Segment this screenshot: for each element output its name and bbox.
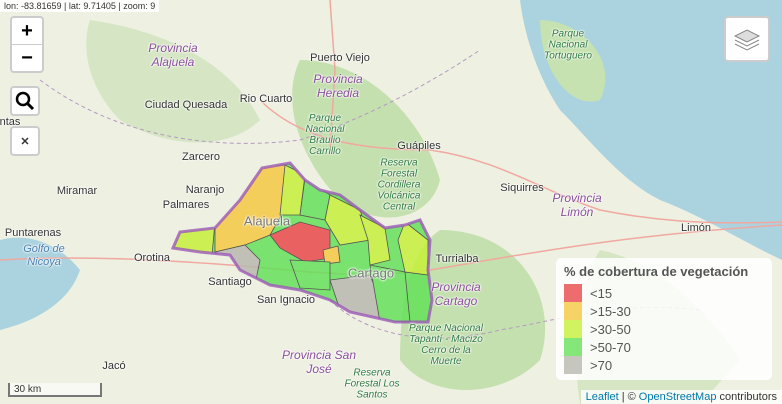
map-label: Ciudad Quesada: [144, 99, 228, 111]
map-label: Jacó: [102, 360, 126, 372]
map-label: ntas: [0, 116, 21, 128]
leaflet-link[interactable]: Leaflet: [585, 391, 619, 403]
legend-item: <15: [564, 284, 764, 302]
map-label: Turrialba: [435, 253, 479, 265]
osm-link[interactable]: OpenStreetMap: [638, 391, 717, 403]
coordinates: lon: -83.81659 | lat: 9.71405 | zoom: 9: [0, 0, 160, 12]
legend-label: >70: [590, 357, 613, 373]
map-label: Naranjo: [185, 184, 225, 196]
map-label: Guápiles: [397, 140, 441, 152]
map-label: Parque Nacional Tortuguero: [544, 28, 592, 62]
legend-label: >30-50: [590, 321, 631, 337]
map-label: Puerto Viejo: [310, 52, 370, 64]
fullscreen-button[interactable]: [10, 126, 40, 156]
zoom-control: + −: [10, 16, 44, 73]
map-label: Siquirres: [500, 182, 544, 194]
layers-button[interactable]: [724, 16, 770, 62]
legend-item: >70: [564, 356, 764, 374]
attribution-suffix: contributors: [719, 391, 777, 403]
map-label: Puntarenas: [4, 227, 62, 239]
legend-swatch: [564, 356, 582, 374]
map-label: Rio Cuarto: [239, 93, 293, 105]
map-label: Provincia Heredia: [313, 72, 363, 100]
legend-label: >15-30: [590, 303, 631, 319]
map-label: Orotina: [133, 252, 171, 264]
legend-label: <15: [590, 285, 613, 301]
legend-swatch: [564, 284, 582, 302]
map-label: Alajuela: [243, 213, 291, 229]
map-label: Palmares: [162, 199, 210, 211]
legend-item: >30-50: [564, 320, 764, 338]
attribution-separator: | ©: [621, 391, 636, 403]
scale-bar: 30 km: [8, 383, 102, 397]
legend-items: <15 >15-30 >30-50 >50-70 >70: [564, 284, 764, 374]
map-label: Reserva Forestal Cordillera Volcánica Ce…: [377, 157, 421, 213]
map-label: Reserva Forestal Los Santos: [344, 367, 400, 401]
map-label: Cartago: [347, 265, 395, 281]
legend-item: >15-30: [564, 302, 764, 320]
legend-label: >50-70: [590, 339, 631, 355]
legend-swatch: [564, 338, 582, 356]
legend-title: % de cobertura de vegetación: [564, 264, 749, 279]
map-label: Provincia Limón: [552, 191, 602, 219]
map-label: Zarcero: [182, 151, 220, 163]
layers-icon: [733, 29, 761, 51]
zoom-out[interactable]: −: [21, 46, 33, 69]
map-label: Parque Nacional Tapantí - Macizo Cerro d…: [409, 323, 483, 367]
map-label: Provincia Alajuela: [148, 41, 198, 69]
legend-swatch: [564, 302, 582, 320]
map-label: Parque Nacional Braulio Carrillo: [305, 113, 345, 157]
legend: % de cobertura de vegetación <15 >15-30 >3…: [556, 258, 772, 380]
zoom-in[interactable]: +: [12, 18, 42, 45]
search-button[interactable]: [10, 86, 40, 116]
map-label: Provincia Cartago: [431, 280, 481, 308]
map-label: Limón: [681, 222, 711, 234]
map-label: Golfo de Nicoya: [23, 243, 65, 268]
map-label: Provincia San José: [281, 348, 357, 376]
search-icon: [15, 91, 35, 111]
fullscreen-icon: [21, 137, 29, 145]
map-label: San Ignacio: [256, 294, 316, 306]
legend-swatch: [564, 320, 582, 338]
attribution: Leaflet | © OpenStreetMap contributors: [580, 390, 782, 404]
legend-item: >50-70: [564, 338, 764, 356]
map-label: Santiago: [208, 276, 252, 288]
map-label: Miramar: [56, 185, 98, 197]
